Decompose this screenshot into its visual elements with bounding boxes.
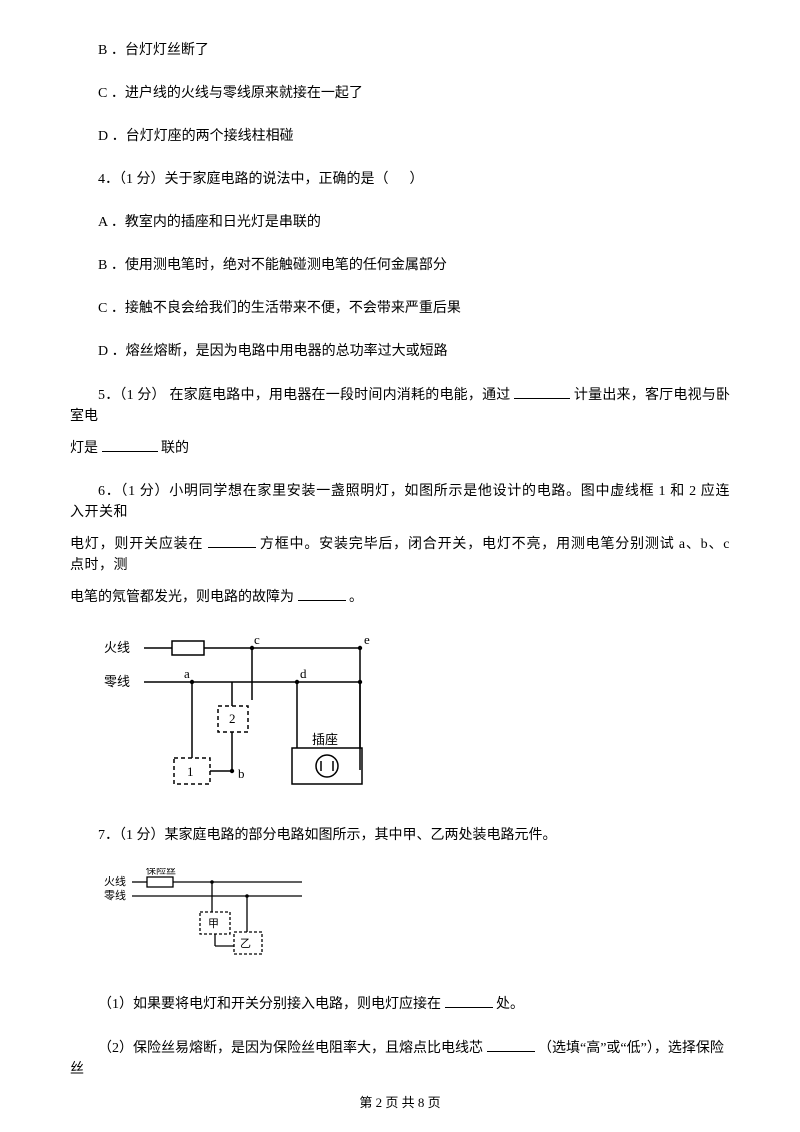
q7-stem: 7．（1 分）某家庭电路的部分电路如图所示，其中甲、乙两处装电路元件。 bbox=[70, 825, 730, 846]
d2-jia: 甲 bbox=[208, 918, 219, 930]
q5-part4: 联的 bbox=[161, 441, 189, 456]
q4-c: C ．接触不良会给我们的生活带来不便，不会带来严重后果 bbox=[70, 298, 730, 319]
q7-blank2 bbox=[487, 1037, 535, 1052]
q5-blank2 bbox=[102, 437, 158, 452]
q7-sub1a: （1）如果要将电灯和开关分别接入电路，则电灯应接在 bbox=[98, 997, 441, 1012]
d1-box2: 2 bbox=[229, 711, 236, 726]
q6-line1: 6．（1 分）小明同学想在家里安装一盏照明灯，如图所示是他设计的电路。图中虚线框… bbox=[70, 481, 730, 523]
q6-circuit-diagram: 火线 零线 a b c d e 1 2 插座 bbox=[102, 630, 730, 807]
q6-line2: 电灯，则开关应装在 方框中。安装完毕后，闭合开关，电灯不亮，用测电笔分别测试 a… bbox=[70, 533, 730, 576]
d1-e: e bbox=[364, 632, 370, 647]
q6-blank1 bbox=[208, 533, 256, 548]
d1-box1: 1 bbox=[187, 764, 194, 779]
q6-part5: 。 bbox=[349, 590, 363, 605]
q6-blank2 bbox=[298, 586, 346, 601]
q7-sub2a: （2）保险丝易熔断，是因为保险丝电阻率大，且熔点比电线芯 bbox=[98, 1041, 483, 1056]
d1-a: a bbox=[184, 666, 190, 681]
q5-line2: 灯是 联的 bbox=[70, 437, 730, 459]
q7-sub1: （1）如果要将电灯和开关分别接入电路，则电灯应接在 处。 bbox=[70, 993, 730, 1015]
q4-d: D ．熔丝熔断，是因为电路中用电器的总功率过大或短路 bbox=[70, 341, 730, 362]
q7-blank1 bbox=[445, 993, 493, 1008]
q4-a: A ．教室内的插座和日光灯是串联的 bbox=[70, 212, 730, 233]
q6-part4: 电笔的氖管都发光，则电路的故障为 bbox=[70, 590, 294, 605]
d1-d: d bbox=[300, 666, 307, 681]
d1-c: c bbox=[254, 632, 260, 647]
q5-blank1 bbox=[514, 384, 570, 399]
d2-yi: 乙 bbox=[240, 937, 251, 950]
q7-sub2: （2）保险丝易熔断，是因为保险丝电阻率大，且熔点比电线芯 （选填“高”或“低”）… bbox=[70, 1037, 730, 1080]
q6-line3: 电笔的氖管都发光，则电路的故障为 。 bbox=[70, 586, 730, 608]
d2-baoxiansi: 保险丝 bbox=[146, 868, 176, 877]
q4-b: B ．使用测电笔时，绝对不能触碰测电笔的任何金属部分 bbox=[70, 255, 730, 276]
q7-sub1b: 处。 bbox=[496, 997, 524, 1012]
opt-d1: D ．台灯灯座的两个接线柱相碰 bbox=[70, 126, 730, 147]
d1-chazuo: 插座 bbox=[312, 732, 338, 747]
d1-huoxian: 火线 bbox=[104, 640, 130, 655]
q5-line1: 5．（1 分） 在家庭电路中，用电器在一段时间内消耗的电能，通过 计量出来，客厅… bbox=[70, 384, 730, 427]
d2-huoxian: 火线 bbox=[104, 874, 126, 888]
page-footer: 第 2 页 共 8 页 bbox=[0, 1093, 800, 1113]
q6-part2: 电灯，则开关应装在 bbox=[70, 537, 203, 552]
q5-part1: 5．（1 分） 在家庭电路中，用电器在一段时间内消耗的电能，通过 bbox=[98, 388, 514, 403]
q4-stem-suffix: ） bbox=[410, 172, 424, 187]
d1-b: b bbox=[238, 766, 245, 781]
q4-stem-prefix: 4．（1 分）关于家庭电路的说法中，正确的是（ bbox=[98, 172, 389, 187]
q4-stem: 4．（1 分）关于家庭电路的说法中，正确的是（ ） bbox=[70, 169, 730, 190]
opt-c1: C ．进户线的火线与零线原来就接在一起了 bbox=[70, 83, 730, 104]
d1-lingxian: 零线 bbox=[104, 674, 130, 689]
d2-lingxian: 零线 bbox=[104, 888, 126, 902]
q7-circuit-diagram: 火线 零线 保险丝 甲 乙 bbox=[102, 868, 730, 975]
q5-part3: 灯是 bbox=[70, 441, 102, 456]
opt-b1: B ．台灯灯丝断了 bbox=[70, 40, 730, 61]
